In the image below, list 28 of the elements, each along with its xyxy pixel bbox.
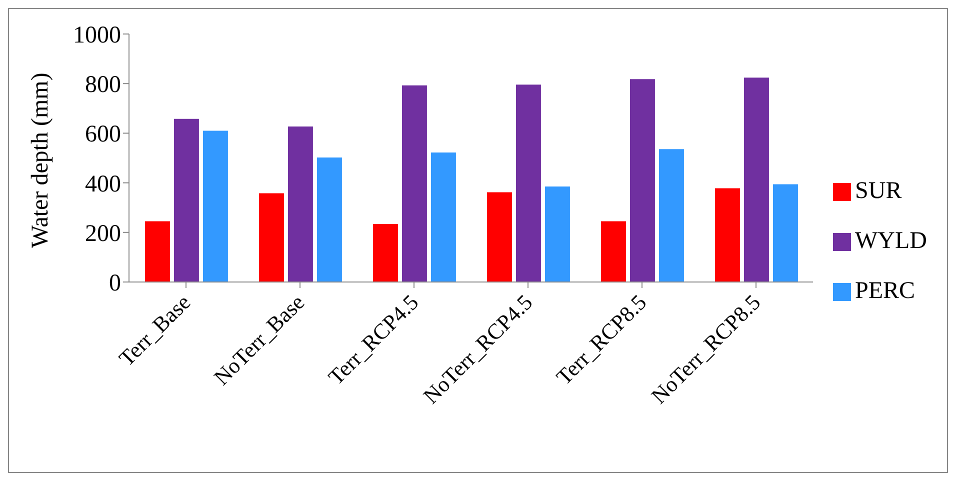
y-tick-label: 400: [85, 171, 121, 198]
bar: [202, 130, 228, 282]
legend-label: PERC: [855, 278, 916, 304]
legend-label: SUR: [855, 178, 902, 204]
bar: [288, 126, 313, 282]
bar: [600, 221, 626, 282]
bar: [744, 78, 769, 282]
bar: [486, 192, 512, 282]
bar: [402, 85, 427, 282]
bar: [544, 186, 570, 282]
bar: [516, 84, 541, 282]
y-axis-title: Water depth (mm): [28, 72, 54, 248]
bar: [630, 79, 655, 282]
y-tick-label: 800: [85, 72, 121, 98]
bar: [372, 224, 398, 282]
legend-label: WYLD: [855, 228, 927, 254]
bar: [714, 188, 740, 282]
y-tick-label: 600: [85, 122, 121, 148]
y-tick-label: 1000: [73, 22, 121, 49]
y-tick-label: 200: [85, 220, 121, 247]
bar: [316, 158, 342, 282]
bar: [772, 184, 798, 282]
bar: [174, 118, 199, 282]
bar: [258, 193, 284, 282]
bar: [658, 149, 684, 282]
bar: [430, 152, 456, 282]
bar: [144, 221, 170, 282]
y-tick-label: 0: [109, 270, 121, 297]
